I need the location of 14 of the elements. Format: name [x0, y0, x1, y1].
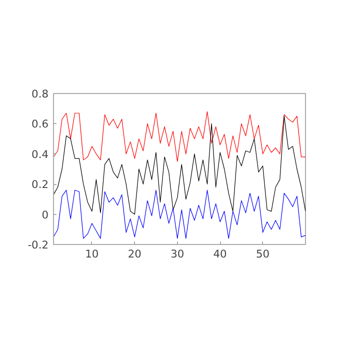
line-series [54, 190, 306, 239]
y-tick-label: 0 [42, 208, 49, 222]
x-tick-label: 50 [256, 248, 270, 260]
y-tick-label: 0.8 [32, 88, 49, 100]
y-tick-label: 0.6 [32, 118, 49, 131]
y-tick-label: 0.2 [32, 178, 49, 192]
x-tick-label: 20 [128, 248, 142, 260]
x-tick-label: 30 [170, 248, 184, 260]
line-series [54, 111, 306, 162]
y-tick-label: -0.2 [28, 238, 49, 252]
x-tick-label: 40 [213, 248, 228, 260]
line-series [54, 116, 306, 215]
y-tick-label: 0.4 [32, 148, 49, 161]
x-tick-label: 10 [85, 248, 99, 260]
